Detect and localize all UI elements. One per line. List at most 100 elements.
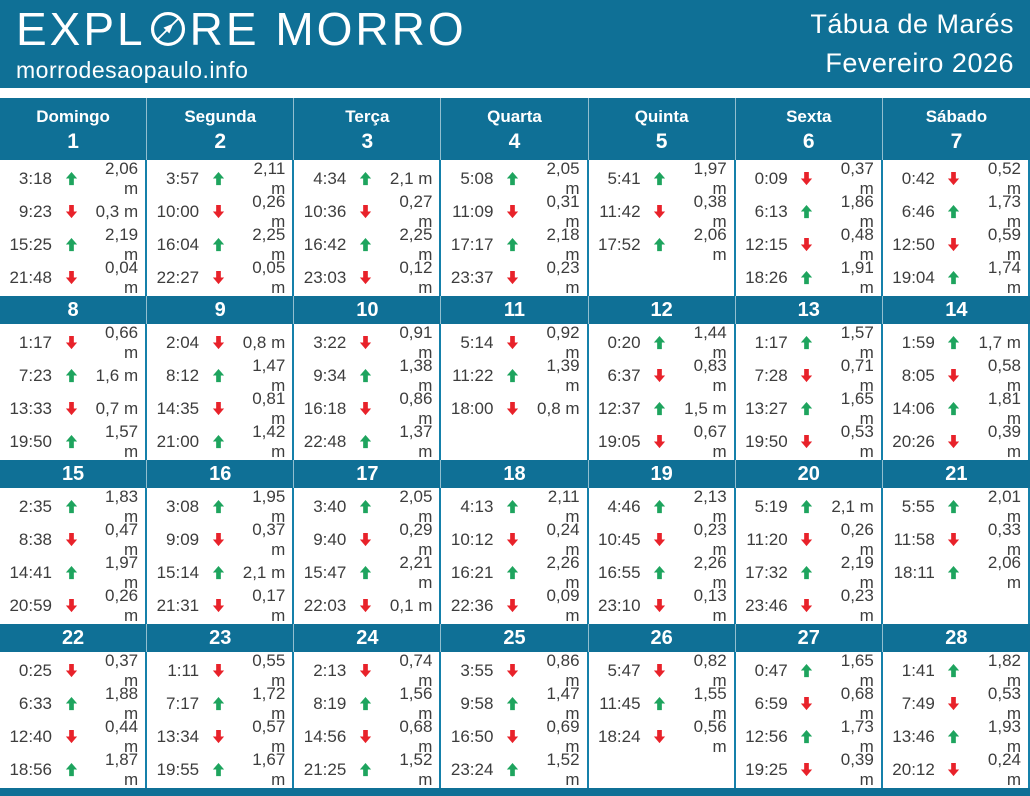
tide-down-icon xyxy=(653,368,666,383)
day-number: 27 xyxy=(797,626,820,649)
tide-down-icon xyxy=(948,368,960,383)
tide-time: 0:25 xyxy=(18,660,52,680)
tide-direction xyxy=(52,171,90,186)
tide-time: 3:08 xyxy=(166,496,200,516)
tide-entry: 21:25 1,52 m xyxy=(294,750,439,789)
tide-up-icon xyxy=(948,204,960,219)
tide-time: 9:58 xyxy=(460,693,494,713)
tide-direction xyxy=(788,663,826,678)
tide-time: 15:47 xyxy=(303,562,347,582)
tide-entry: 22:03 0,1 m xyxy=(294,589,439,622)
tide-up-icon xyxy=(359,434,371,449)
tide-entry: 23:24 1,52 m xyxy=(441,750,586,789)
tide-time: 21:25 xyxy=(303,759,347,779)
tide-time: 10:36 xyxy=(303,201,347,221)
tide-entry: 13:34 0,57 m xyxy=(147,717,292,756)
day-header-cell: 20 xyxy=(736,460,883,488)
tide-height: 0,05 m xyxy=(252,257,286,297)
tide-entry: 11:45 1,55 m xyxy=(589,684,734,723)
tide-entry: 15:47 2,21 m xyxy=(294,553,439,592)
tide-down-icon xyxy=(801,368,813,383)
tide-height: 1,52 m xyxy=(546,749,580,789)
tide-direction xyxy=(788,270,826,285)
tide-entry: 21:00 1,42 m xyxy=(147,422,292,461)
tide-height: 0,1 m xyxy=(389,595,433,615)
tide-up-icon xyxy=(212,499,224,514)
tide-height: 0,13 m xyxy=(693,585,727,625)
day-header-cell: 21 xyxy=(883,460,1030,488)
tide-height: 2,01 m xyxy=(987,486,1021,526)
tide-height: 0,09 m xyxy=(546,585,580,625)
tide-down-icon xyxy=(506,729,519,744)
tide-down-icon xyxy=(359,532,371,547)
tide-up-icon xyxy=(506,696,519,711)
day-cell: 3:18 2,06 m 9:23 0,3 m 15:25 2,19 m 21:48 0,04 … xyxy=(0,159,148,297)
tide-direction xyxy=(199,532,237,547)
tide-direction xyxy=(641,434,679,449)
tide-height: 1,6 m xyxy=(95,365,139,385)
tide-time: 9:23 xyxy=(18,201,52,221)
tide-up-icon xyxy=(653,696,666,711)
tide-entry: 23:46 0,23 m xyxy=(736,586,881,625)
tide-up-icon xyxy=(359,237,371,252)
tide-down-icon xyxy=(212,401,224,416)
tide-entry: 0:25 0,37 m xyxy=(0,651,145,690)
tide-direction xyxy=(788,565,826,580)
tide-time: 11:20 xyxy=(746,529,788,549)
day-header-cell: 9 xyxy=(147,296,295,324)
tide-entry: 23:03 0,12 m xyxy=(294,258,439,297)
day-header-cell: Sábado 7 xyxy=(883,98,1030,160)
tide-down-icon xyxy=(653,663,666,678)
tide-height: 1,97 m xyxy=(693,158,727,198)
tide-entry: 22:36 0,09 m xyxy=(441,586,586,625)
day-cell: 1:17 0,66 m 7:23 1,6 m 13:33 0,7 m 19:50 1,57 m xyxy=(0,323,148,461)
tide-height: 0,44 m xyxy=(105,716,139,756)
tide-direction xyxy=(788,696,826,711)
tide-height: 2,18 m xyxy=(546,224,580,264)
tide-entry: 3:57 2,11 m xyxy=(147,159,292,198)
tide-time: 17:32 xyxy=(745,562,788,582)
tide-time: 2:13 xyxy=(313,660,347,680)
tide-entry: 5:47 0,82 m xyxy=(589,651,734,690)
tide-down-icon xyxy=(65,532,77,547)
tide-down-icon xyxy=(65,401,77,416)
tide-height: 1,47 m xyxy=(252,355,286,395)
tide-direction xyxy=(493,565,531,580)
tide-direction xyxy=(199,171,237,186)
day-header-cell: 15 xyxy=(0,460,148,488)
tide-height: 0,37 m xyxy=(252,519,286,559)
tide-down-icon xyxy=(65,270,77,285)
tide-time: 2:35 xyxy=(18,496,52,516)
tide-direction xyxy=(493,237,531,252)
tide-down-icon xyxy=(506,663,519,678)
tide-up-icon xyxy=(948,401,960,416)
tide-time: 3:57 xyxy=(166,168,200,188)
day-number: 10 xyxy=(356,298,379,321)
weekday-label: Domingo xyxy=(36,106,110,126)
tide-time: 4:13 xyxy=(460,496,494,516)
week-data-row: 2:35 1,83 m 8:38 0,47 m 14:41 1,97 m 20:59 0,26… xyxy=(0,486,1030,625)
tide-down-icon xyxy=(948,762,960,777)
day-cell: 5:14 0,92 m 11:22 1,39 m 18:00 0,8 m xyxy=(441,323,589,460)
tide-entry: 17:17 2,18 m xyxy=(441,225,586,264)
tide-direction xyxy=(641,237,679,252)
tide-up-icon xyxy=(65,434,77,449)
tide-height: 0,17 m xyxy=(252,585,286,625)
tide-up-icon xyxy=(948,270,960,285)
tide-height: 0,26 m xyxy=(105,585,139,625)
tide-up-icon xyxy=(359,368,371,383)
tide-direction xyxy=(641,532,679,547)
day-number: 26 xyxy=(650,626,673,649)
tide-down-icon xyxy=(359,663,371,678)
tide-down-icon xyxy=(359,598,371,613)
tide-direction xyxy=(493,335,531,350)
tide-down-icon xyxy=(801,696,813,711)
tide-height: 0,27 m xyxy=(399,191,433,231)
tide-up-icon xyxy=(653,401,666,416)
day-cell: 3:08 1,95 m 9:09 0,37 m 15:14 2,1 m 21:31 0,17 … xyxy=(147,487,295,625)
tide-down-icon xyxy=(359,335,371,350)
tide-height: 0,24 m xyxy=(546,519,580,559)
tide-height: 0,12 m xyxy=(399,257,433,297)
tide-up-icon xyxy=(506,368,519,383)
tide-height: 0,29 m xyxy=(399,519,433,559)
